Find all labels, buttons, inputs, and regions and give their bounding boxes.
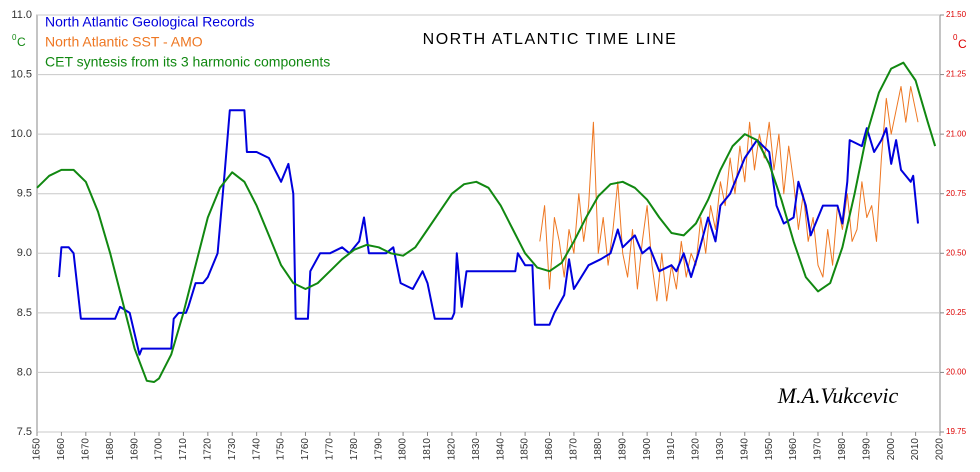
y-tick-label: 7.5 (17, 426, 32, 438)
x-tick-label: 1790 (373, 438, 384, 461)
x-tick-label: 2000 (886, 438, 897, 461)
y2-tick-label: 21.00 (946, 129, 967, 138)
y2-tick-label: 20.75 (946, 189, 967, 198)
x-tick-label: 1990 (861, 438, 872, 461)
x-tick-label: 1680 (105, 438, 116, 461)
x-tick-label: 1920 (691, 438, 702, 461)
legend-entry: North Atlantic SST - AMO (45, 34, 203, 50)
x-tick-label: 1870 (569, 438, 580, 461)
x-tick-label: 1910 (666, 438, 677, 461)
y2-tick-label: 20.25 (946, 308, 967, 317)
legend-entry: North Atlantic Geological Records (45, 14, 254, 30)
y2-unit: C (958, 37, 967, 51)
x-tick-label: 1720 (202, 438, 213, 461)
x-tick-label: 1850 (520, 438, 531, 461)
chart-title: NORTH ATLANTIC TIME LINE (423, 31, 678, 48)
x-tick-label: 1710 (178, 438, 189, 461)
series-line (58, 109, 919, 356)
x-tick-label: 2010 (910, 438, 921, 461)
x-tick-label: 1860 (544, 438, 555, 461)
x-tick-label: 1820 (447, 438, 458, 461)
x-tick-label: 1890 (617, 438, 628, 461)
x-tick-label: 1900 (642, 438, 653, 461)
x-tick-label: 2020 (935, 438, 946, 461)
x-tick-label: 1830 (471, 438, 482, 461)
x-tick-label: 1730 (227, 438, 238, 461)
y2-tick-label: 20.50 (946, 248, 967, 257)
x-tick-label: 1810 (422, 438, 433, 461)
y2-tick-label: 21.25 (946, 70, 967, 79)
y2-tick-label: 21.50 (946, 10, 967, 19)
x-tick-label: 1800 (398, 438, 409, 461)
x-tick-label: 1950 (764, 438, 775, 461)
y-tick-label: 11.0 (11, 9, 32, 21)
annotation: M.A.Vukcevic (777, 383, 899, 408)
y-tick-label: 10.5 (11, 68, 32, 80)
x-tick-label: 1880 (593, 438, 604, 461)
x-tick-label: 1980 (837, 438, 848, 461)
y-unit: C (17, 35, 26, 49)
y-tick-label: 10.0 (11, 128, 32, 140)
x-tick-label: 1840 (495, 438, 506, 461)
y-tick-label: 9.0 (17, 247, 32, 259)
x-tick-label: 1780 (349, 438, 360, 461)
x-tick-label: 1750 (276, 438, 287, 461)
x-tick-label: 1770 (325, 438, 336, 461)
x-tick-label: 1650 (32, 438, 43, 461)
x-tick-label: 1740 (251, 438, 262, 461)
y-tick-label: 9.5 (17, 188, 32, 200)
x-tick-label: 1670 (80, 438, 91, 461)
y-tick-label: 8.0 (17, 366, 32, 378)
y-unit-sup: 0 (12, 33, 17, 42)
x-tick-label: 1930 (715, 438, 726, 461)
x-tick-label: 1760 (300, 438, 311, 461)
x-tick-label: 1660 (56, 438, 67, 461)
y2-unit-sup: 0 (953, 33, 958, 42)
x-tick-label: 1690 (129, 438, 140, 461)
x-tick-label: 1970 (813, 438, 824, 461)
series-line (539, 86, 919, 302)
y2-tick-label: 19.75 (946, 427, 967, 436)
x-tick-label: 1700 (154, 438, 165, 461)
y2-tick-label: 20.00 (946, 368, 967, 377)
series-line (36, 61, 937, 383)
legend-entry: CET syntesis from its 3 harmonic compone… (45, 54, 330, 70)
x-tick-label: 1940 (739, 438, 750, 461)
x-tick-label: 1960 (788, 438, 799, 461)
y-tick-label: 8.5 (17, 307, 32, 319)
